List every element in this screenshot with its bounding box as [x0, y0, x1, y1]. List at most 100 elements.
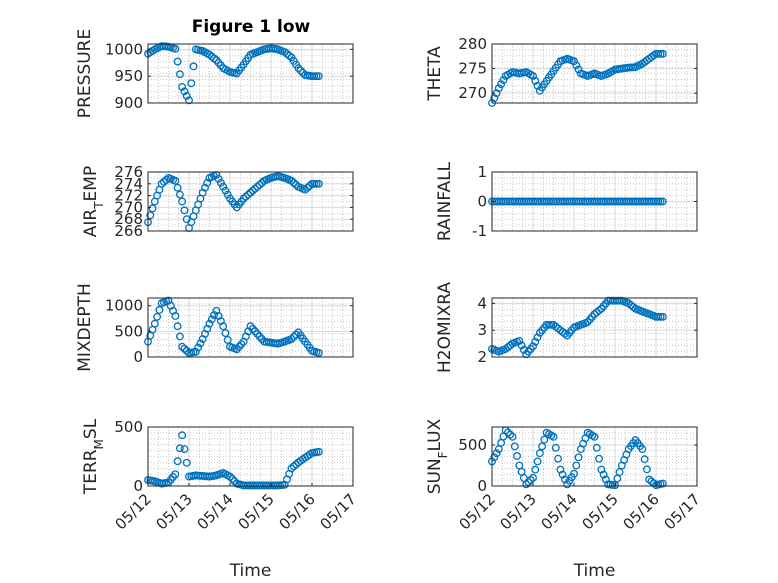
subplot-mixdepth	[144, 296, 354, 358]
data-point	[312, 72, 321, 81]
data-point	[175, 190, 184, 199]
data-point	[645, 475, 654, 484]
data-point	[301, 185, 310, 194]
y-axis-label: MIXDEPTH	[75, 283, 95, 372]
y-tick-label: 0	[133, 348, 143, 366]
data-point	[551, 443, 560, 452]
data-point	[574, 453, 583, 462]
x-tick-label: 05/12	[456, 490, 499, 533]
subplot-air-temp	[144, 170, 354, 232]
data-point	[210, 54, 219, 63]
y-tick-label: 900	[114, 94, 143, 112]
data-point	[228, 474, 237, 483]
y-tick-label: 1000	[105, 40, 143, 58]
data-point	[180, 87, 189, 96]
data-point	[515, 336, 524, 345]
axes-box	[491, 297, 698, 358]
data-point	[303, 183, 312, 192]
data-point	[246, 188, 255, 197]
data-point	[522, 480, 531, 489]
data-point	[492, 449, 501, 458]
data-point	[171, 470, 180, 479]
y-axis-label: RAINFALL	[435, 161, 455, 241]
data-point	[613, 474, 622, 483]
data-point	[244, 190, 253, 199]
data-point	[241, 192, 250, 201]
x-tick-label: 05/16	[620, 490, 663, 533]
data-point	[196, 339, 205, 348]
data-point	[656, 312, 665, 321]
data-point	[178, 82, 187, 91]
data-point	[544, 320, 553, 329]
data-point	[531, 465, 540, 474]
y-tick-label: 500	[114, 322, 143, 340]
data-point	[175, 444, 184, 453]
x-axis-label: Time	[229, 561, 272, 581]
data-point	[221, 329, 230, 338]
data-point	[590, 432, 599, 441]
x-tick-label: 05/13	[153, 490, 196, 533]
minor-grid	[491, 44, 697, 103]
data-point	[223, 190, 232, 199]
data-point	[654, 312, 663, 321]
data-point	[219, 322, 228, 331]
x-tick-label: 05/12	[112, 490, 155, 533]
data-point	[510, 442, 519, 451]
y-tick-label: 500	[114, 418, 143, 436]
y-axis-label: PRESSURE	[75, 29, 95, 118]
data-point	[314, 447, 323, 456]
x-tick-label: 05/14	[538, 490, 581, 533]
data-point	[529, 342, 537, 351]
data-point	[185, 96, 193, 105]
data-point	[178, 197, 187, 206]
y-tick-label: 500	[458, 436, 487, 454]
data-point	[494, 84, 503, 93]
data-point	[182, 458, 191, 467]
data-point	[595, 454, 604, 463]
data-point	[506, 430, 515, 439]
axes-layer	[144, 42, 698, 490]
data-point	[251, 184, 260, 193]
data-point	[187, 79, 196, 88]
x-tick-label: 05/14	[194, 490, 237, 533]
data-point	[157, 179, 166, 188]
data-point	[146, 211, 155, 220]
y-tick-label: 272	[114, 187, 143, 205]
data-point	[255, 180, 264, 189]
data-point	[289, 462, 298, 471]
data-point	[310, 72, 319, 81]
subplot-rainfall	[488, 171, 698, 232]
y-axis-label: H2OMIXRA	[435, 282, 455, 373]
data-point	[314, 348, 323, 357]
data-point	[155, 306, 164, 314]
data-point	[153, 312, 162, 321]
data-point	[305, 181, 314, 190]
data-point	[524, 478, 533, 487]
x-tick-label: 05/17	[317, 490, 360, 533]
data-point	[654, 197, 663, 206]
data-point	[221, 186, 230, 195]
data-point	[533, 457, 542, 466]
x-tick-label: 05/17	[661, 490, 704, 533]
data-point	[194, 343, 203, 352]
data-point	[178, 431, 187, 440]
x-axis-label: Time	[573, 561, 616, 581]
y-tick-label: 1000	[105, 297, 143, 315]
data-point	[292, 330, 301, 339]
data-point	[656, 49, 665, 58]
data-point	[572, 61, 581, 70]
data-point	[615, 468, 624, 477]
axes-box	[147, 43, 354, 104]
data-point	[497, 80, 506, 89]
data-series	[488, 426, 667, 490]
data-point	[148, 204, 157, 213]
data-point	[150, 319, 159, 328]
data-point	[533, 333, 542, 342]
data-point	[287, 464, 296, 473]
figure-title: Figure 1 low	[192, 17, 311, 37]
data-point	[642, 465, 651, 474]
axes-box	[147, 171, 354, 232]
data-point	[503, 428, 512, 437]
data-point	[549, 432, 558, 441]
